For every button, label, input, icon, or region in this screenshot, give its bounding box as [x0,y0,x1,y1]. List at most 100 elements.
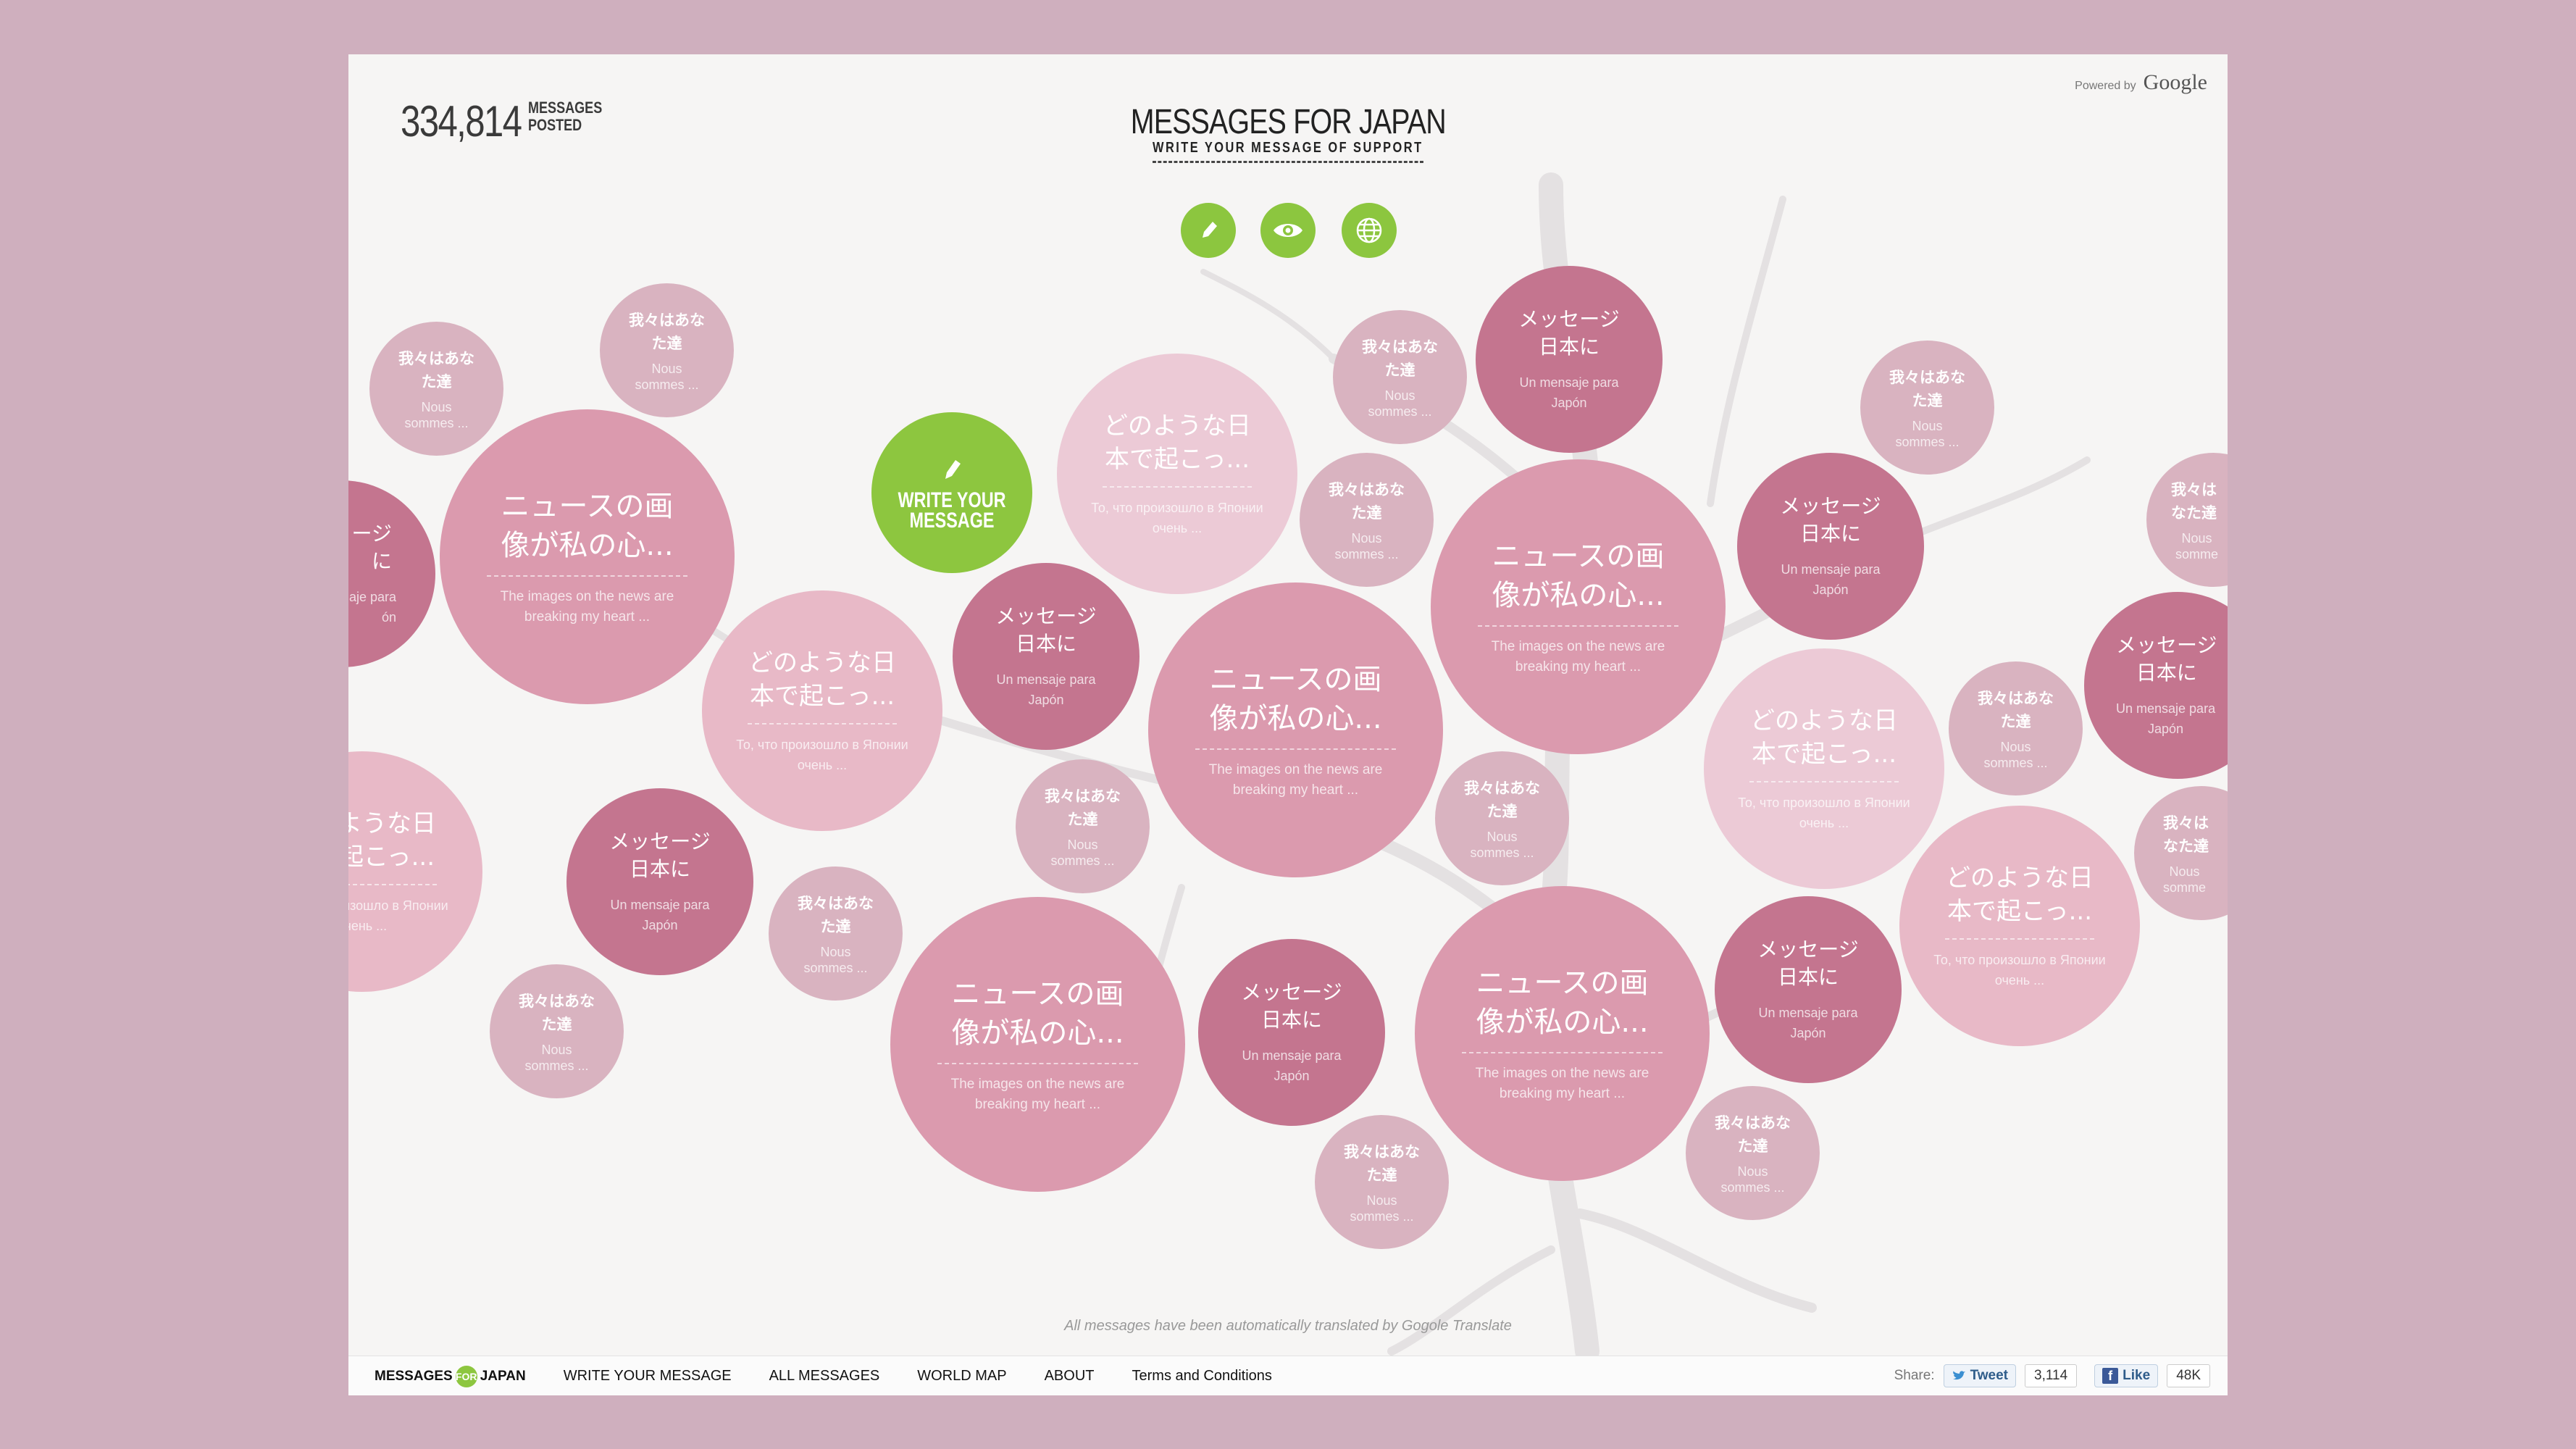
message-bubble[interactable]: どのような日本で起こっ... То, что произошло в Япони… [702,590,942,831]
message-translation: То, что произошло в Японии очень ... [736,738,908,772]
share-area: Share: Tweet 3,114 f Like 48K [1894,1364,2210,1387]
message-translation: aje para ón [348,590,396,625]
tweet-count: 3,114 [2025,1364,2078,1387]
view-nav-button[interactable] [1260,203,1316,258]
message-bubble[interactable]: ニュースの画像が私の心... The images on the news ar… [890,897,1185,1192]
write-nav-button[interactable] [1181,203,1236,258]
pencil-icon [1203,222,1217,238]
like-button[interactable]: f Like [2094,1364,2159,1387]
google-logo: Google [2143,70,2207,94]
message-bubble[interactable]: 我々はあなた達 Nous sommes ... [1016,759,1150,893]
message-translation: The images on the news are breaking my h… [1208,761,1383,798]
facebook-icon: f [2102,1368,2119,1384]
message-bubble[interactable]: ニュースの画像が私の心... The images on the news ar… [1148,582,1443,877]
message-translation: Un mensaje para Japón [610,898,710,932]
message-bubble[interactable]: 我々はあなた達 Nous sommes ... [1686,1086,1820,1220]
message-bubble[interactable]: どのような日本で起こっ... То, что произошло в Япони… [1057,354,1297,594]
like-label: Like [2123,1368,2151,1383]
message-text: どのような日本で起こっ... [1750,706,1898,769]
logo-for-badge: FOR [455,1365,477,1387]
message-translation: Nous sommes ... [635,361,699,392]
write-message-bubble[interactable]: WRITE YOUR MESSAGE [871,412,1032,573]
footer-bar: MESSAGES FOR JAPAN WRITE YOUR MESSAGE AL… [348,1356,2228,1395]
message-translation: The images on the news are breaking my h… [1475,1065,1649,1101]
message-text: ージ に [351,522,392,573]
message-bubble[interactable]: メッセージ日本に Un mensaje para Japón [1737,453,1924,640]
translation-note: All messages have been automatically tra… [1064,1318,1512,1334]
message-text: ニュースの画像が私の心... [951,977,1124,1050]
message-translation: Un mensaje para Japón [1781,562,1881,597]
message-text: どのような日本で起こっ... [748,648,896,711]
message-text: 我々はあなた達 [1362,338,1438,379]
message-text: ニュースの画像が私の心... [1492,539,1665,612]
footer-nav-write[interactable]: WRITE YOUR MESSAGE [563,1368,732,1384]
message-bubble[interactable]: 我々はあなた達 Nous sommes ... [490,964,624,1098]
eye-icon [1274,224,1302,237]
map-nav-button[interactable] [1342,203,1397,258]
page-subtitle-text: WRITE YOUR MESSAGE OF SUPPORT [1153,140,1423,163]
message-counter-label: MESSAGES POSTED [528,99,603,134]
page-title-text: MESSAGES FOR JAPAN [1130,103,1446,141]
globe-icon [1356,217,1382,243]
message-text: 我々はあなた達 [1344,1143,1420,1184]
powered-by-label: Powered by [2075,80,2136,92]
page-title: MESSAGES FOR JAPAN [348,102,2228,142]
message-bubble[interactable]: メッセージ日本に Un mensaje para Japón [566,788,753,975]
message-bubble[interactable]: 我々はあなた達 Nous sommes ... [600,283,734,417]
message-translation: The images on the news are breaking my h… [500,588,674,625]
message-text: 我々はあなた達 [1045,787,1121,828]
message-translation: То, что произошло в Японии очень ... [1933,953,2106,987]
message-bubble[interactable]: 我々はあなた達 Nous sommes ... [769,867,903,1001]
message-bubble[interactable]: どのような日本で起こっ... То, что произошло в Япони… [1899,806,2140,1046]
message-translation: Nous sommes ... [803,944,868,975]
message-translation: То, что произошло в Японии очень ... [1091,501,1263,535]
logo-text-right: JAPAN [480,1368,526,1384]
message-bubble[interactable]: 我々はあなた達 Nous sommes ... [1949,661,2083,796]
message-text: 我々はあなた達 [519,992,595,1033]
footer-nav-world-map[interactable]: WORLD MAP [917,1368,1007,1384]
message-bubble[interactable]: 我々はあなた達 Nous sommes ... [369,322,503,456]
message-text: 我々はあなた達 [1889,368,1965,409]
message-bubble[interactable]: 我々はあなた達 Nous sommes ... [1333,310,1467,444]
message-bubble[interactable]: ニュースの画像が私の心... The images on the news ar… [440,409,735,704]
message-translation: То, что произошло в Японии очень ... [348,898,448,933]
message-text: 我々はあなた達 [629,311,705,352]
tweet-button[interactable]: Tweet [1943,1364,2017,1387]
message-bubble[interactable]: どのような日本で起こっ... То, что произошло в Япони… [1704,648,1944,889]
message-text: どのような日本で起こっ... [1103,412,1251,474]
message-text: 我々はあなた達 [1715,1114,1791,1155]
message-text: ニュースの画像が私の心... [501,489,674,562]
message-bubble[interactable]: メッセージ日本に Un mensaje para Japón [1476,266,1663,453]
footer-nav-terms[interactable]: Terms and Conditions [1132,1368,1272,1384]
message-bubble[interactable]: メッセージ日本に Un mensaje para Japón [953,563,1139,750]
message-bubble[interactable]: 我々はあなた達 Nous sommes ... [1315,1115,1449,1249]
write-message-label: WRITE YOUR MESSAGE [898,488,1006,533]
message-bubble[interactable]: メッセージ日本に Un mensaje para Japón [1715,896,1902,1083]
message-bubble[interactable]: メッセージ日本に Un mensaje para Japón [1198,939,1385,1126]
message-text: 我々はあなた達 [798,894,874,935]
message-bubble[interactable]: ニュースの画像が私の心... The images on the news ar… [1415,886,1710,1181]
footer-nav-about[interactable]: ABOUT [1044,1368,1095,1384]
message-bubble[interactable]: 我々はあなた達 Nous sommes ... [1300,453,1434,587]
message-bubble[interactable]: 我々はあなた達 Nous sommes ... [1435,751,1569,885]
message-translation: Nous sommes ... [1983,739,2048,770]
message-text: メッセージ日本に [1757,938,1859,989]
message-bubble[interactable]: メッセージ 日本に Un mensaje para Japón [2084,592,2228,779]
footer-logo[interactable]: MESSAGES FOR JAPAN [375,1365,526,1387]
message-text: メッセージ日本に [609,830,711,881]
message-text: 我々はあなた達 [1464,779,1540,820]
app-frame: 334,814 MESSAGES POSTED Powered by Google… [348,54,2228,1395]
message-counter: 334,814 [401,97,522,146]
message-translation: То, что произошло в Японии очень ... [1738,796,1910,830]
footer-nav-all-messages[interactable]: ALL MESSAGES [769,1368,880,1384]
message-translation: Nous somme [2163,864,2207,895]
twitter-icon [1952,1371,1965,1380]
message-text: ニュースの画像が私の心... [1209,662,1382,735]
message-translation: Un mensaje para Japón [1758,1006,1858,1040]
tweet-label: Tweet [1970,1368,2009,1383]
message-translation: Nous sommes ... [1050,837,1115,868]
message-text: メッセージ日本に [1518,307,1620,359]
message-bubble[interactable]: 我々はあなた達 Nous sommes ... [1860,341,1994,475]
message-translation: Nous sommes ... [1470,829,1534,860]
message-bubble[interactable]: ニュースの画像が私の心... The images on the news ar… [1431,459,1726,754]
